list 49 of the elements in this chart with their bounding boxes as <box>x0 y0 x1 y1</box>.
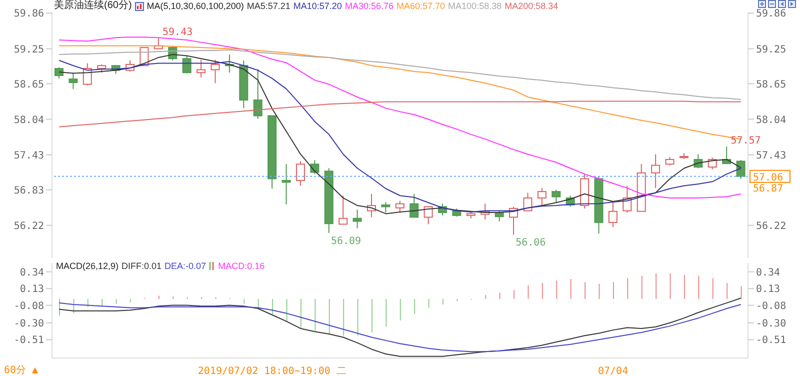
text: MA200:58.34 <box>504 0 558 12</box>
text: DIFF:0.01 <box>122 260 162 272</box>
y2-tick-label: 0.13 <box>756 284 780 296</box>
text: DEA:-0.07 <box>164 260 206 272</box>
x-tick-label: 07/04 <box>598 366 628 376</box>
y2-tick-label: -0.08 <box>756 300 786 312</box>
y-tick-label: -0.08 <box>14 300 44 312</box>
y2-tick-label: 59.86 <box>756 8 786 20</box>
text: 60分 ▲ <box>4 364 38 376</box>
y-tick-label: 0.34 <box>20 267 44 278</box>
y2-tick-label: 58.04 <box>756 114 786 126</box>
text: MA30:56.76 <box>344 0 394 12</box>
y-tick-label: -0.51 <box>14 335 44 346</box>
y-tick-label: 59.25 <box>14 44 44 56</box>
line-series <box>58 49 742 100</box>
y2-tick-label: -0.30 <box>756 318 786 330</box>
y-tick-label: -0.30 <box>14 318 44 330</box>
line-series <box>58 100 742 128</box>
annotation: 56.06 <box>516 238 546 249</box>
annotation: 57.57 <box>730 136 761 147</box>
x-tick-label: 2019/07/02 18:00~19:00 二 <box>198 366 346 376</box>
legend-label: MACD:0.16 <box>218 260 265 272</box>
y-tick-label: 58.65 <box>14 79 44 90</box>
y2-tick-label: 56.22 <box>756 220 786 232</box>
y-tick-label: 56.22 <box>14 220 44 232</box>
text: MA5:57.21 <box>246 0 290 12</box>
y2-tick-label: -0.51 <box>756 335 786 346</box>
y-tick-label: 0.13 <box>20 284 44 296</box>
annotation: 56.09 <box>330 236 362 247</box>
y2-tick-label: 57.43 <box>756 150 786 162</box>
y-tick-label: 58.04 <box>14 114 44 126</box>
text: 56.87 <box>753 183 784 194</box>
text: MA10:57.20 <box>293 0 342 12</box>
candlestick <box>352 209 362 229</box>
y-tick-label: 57.43 <box>14 150 44 162</box>
candlestick <box>282 164 291 205</box>
y2-tick-label: 59.25 <box>756 44 786 56</box>
text: MA100:58.38 <box>448 0 502 12</box>
y-tick-label: 59.86 <box>14 8 44 20</box>
candlestick <box>651 154 660 189</box>
ref-line-label: 57.06 <box>753 172 784 184</box>
text: MA60:57.70 <box>396 0 446 12</box>
candlestick <box>196 59 206 78</box>
y2-tick-label: 58.65 <box>756 79 786 90</box>
y-tick-label: 56.83 <box>14 185 44 196</box>
legend-title: MACD(26,12,9) <box>56 260 119 272</box>
y2-tick-label: 0.34 <box>756 267 780 278</box>
legend-title: MA(5,10,30,60,100,200) <box>146 0 244 12</box>
annotation: 59.43 <box>162 27 193 38</box>
